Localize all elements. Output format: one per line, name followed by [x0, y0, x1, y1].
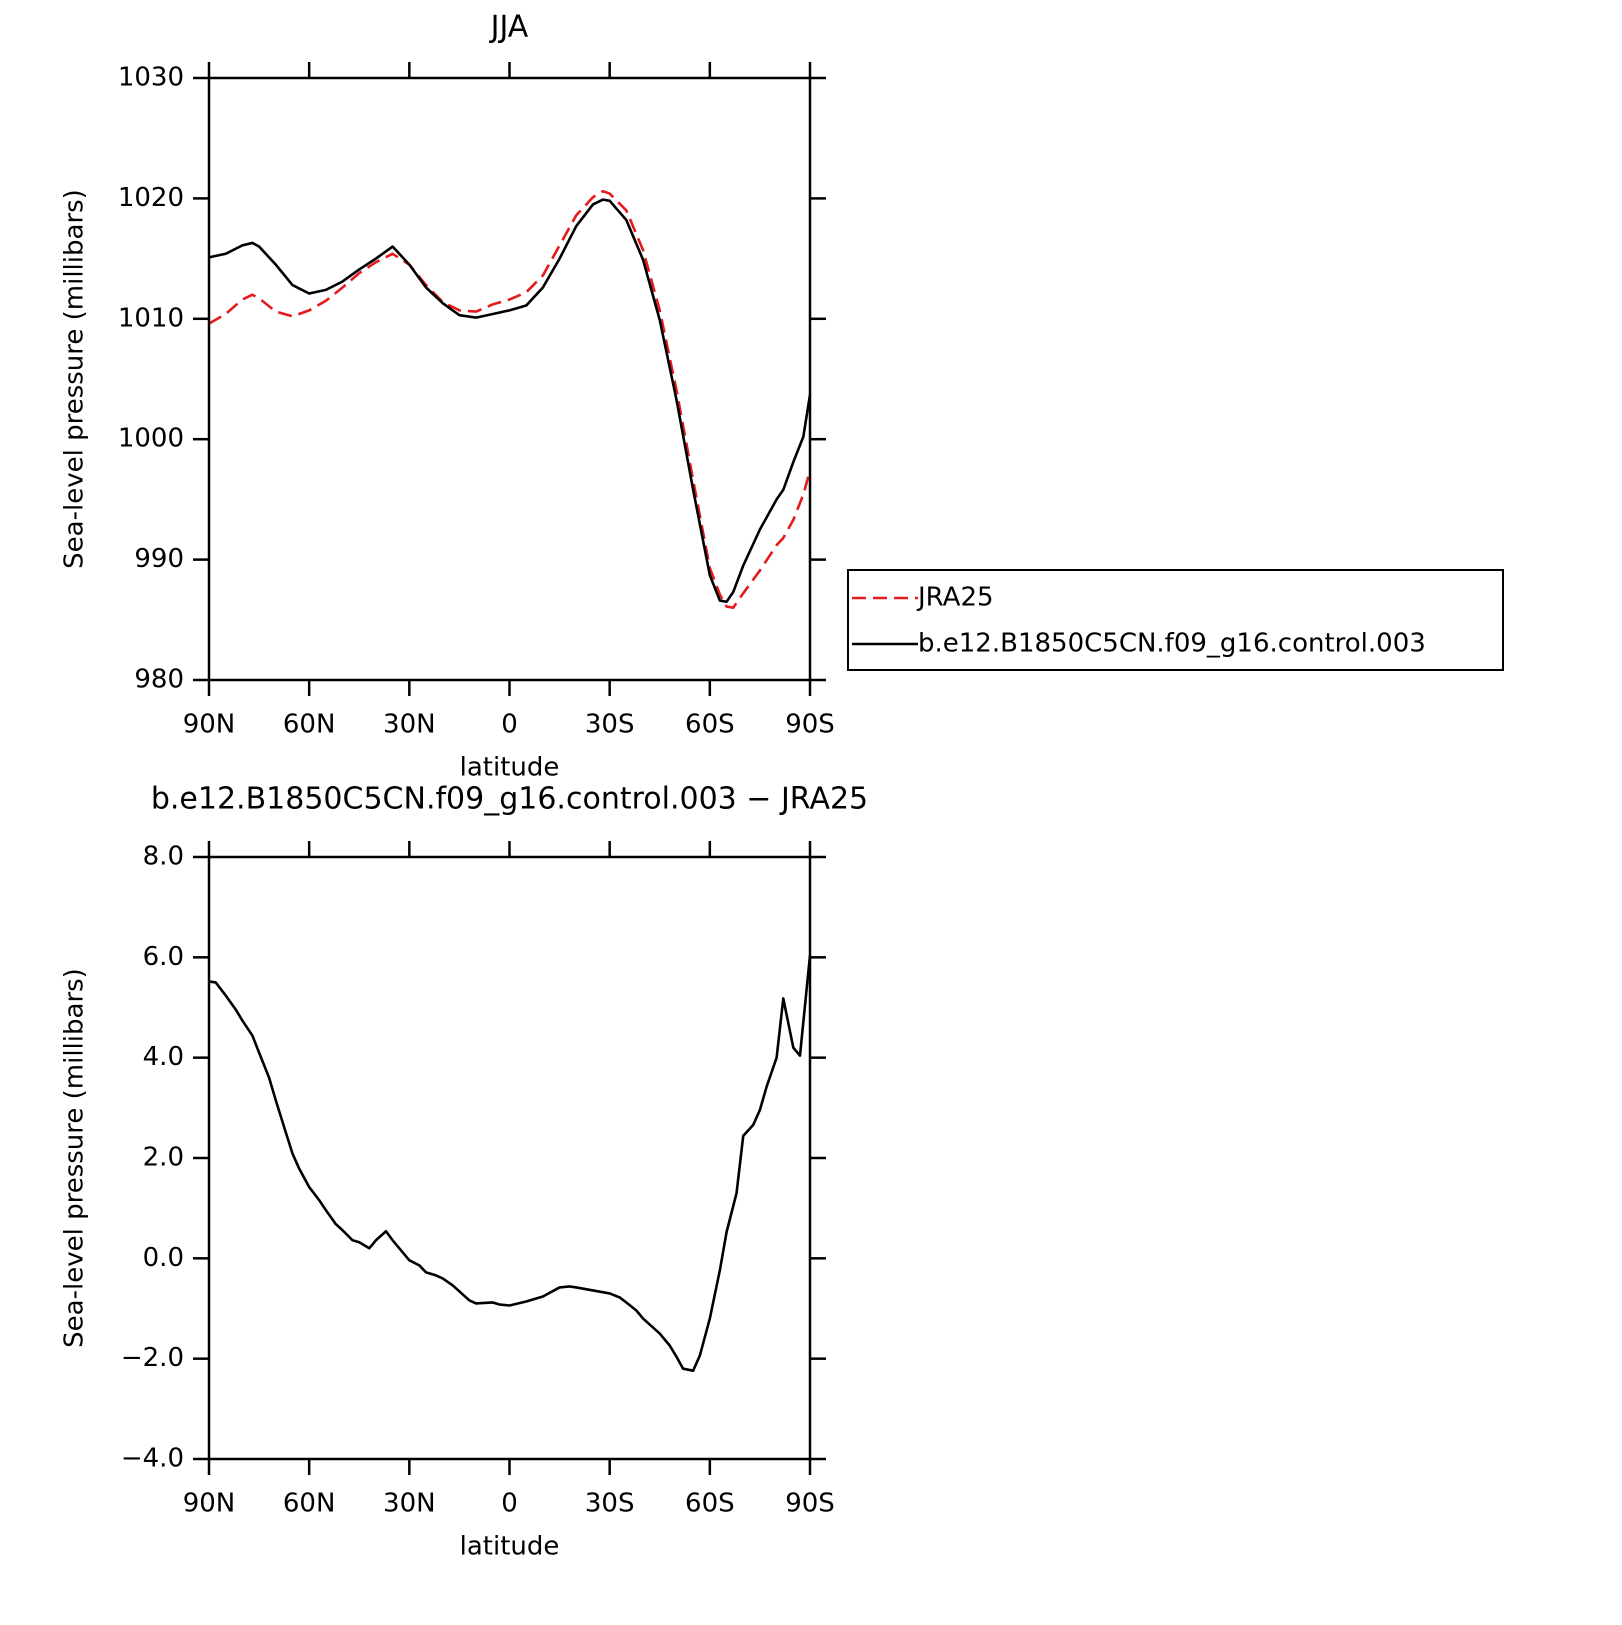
legend-label: b.e12.B1850C5CN.f09_g16.control.003: [918, 629, 1426, 659]
x-tick-label: 30N: [383, 1489, 436, 1519]
series-line: [208, 189, 812, 610]
y-tick-label: 1000: [118, 424, 184, 454]
x-tick-label: 90S: [785, 1489, 835, 1519]
plot-frame: [207, 76, 812, 682]
y-axis-label: Sea-level pressure (millibars): [60, 189, 90, 569]
x-tick-label: 60N: [283, 710, 336, 740]
y-axis-label: Sea-level pressure (millibars): [60, 968, 90, 1348]
legend-label: JRA25: [916, 583, 994, 613]
x-axis-label: latitude: [460, 1532, 560, 1562]
y-tick-label: 2.0: [143, 1143, 184, 1173]
chart-title: b.e12.B1850C5CN.f09_g16.control.003 − JR…: [151, 782, 868, 817]
y-tick-label: 1020: [118, 183, 184, 213]
y-tick-label: 1010: [118, 303, 184, 333]
x-tick-label: 90N: [183, 710, 236, 740]
x-tick-label: 30S: [585, 1489, 635, 1519]
x-tick-label: 60S: [685, 1489, 735, 1519]
y-tick-label: 8.0: [143, 842, 184, 872]
y-tick-label: 1030: [118, 63, 184, 93]
x-tick-label: 90N: [183, 1489, 236, 1519]
legend-box: [847, 569, 1504, 671]
y-tick-label: 0.0: [143, 1243, 184, 1273]
x-tick-label: 60N: [283, 1489, 336, 1519]
y-tick-label: 4.0: [143, 1042, 184, 1072]
x-tick-label: 30N: [383, 710, 436, 740]
series-line: [208, 198, 812, 604]
x-axis-label: latitude: [460, 753, 560, 783]
plot-frame: [207, 855, 812, 1461]
y-tick-label: 990: [134, 544, 184, 574]
x-tick-label: 90S: [785, 710, 835, 740]
x-tick-label: 0: [501, 710, 518, 740]
y-tick-label: 6.0: [143, 942, 184, 972]
x-tick-label: 60S: [685, 710, 735, 740]
y-tick-label: 980: [134, 665, 184, 695]
y-tick-label: −2.0: [121, 1343, 184, 1373]
x-tick-label: 0: [501, 1489, 518, 1519]
x-tick-label: 30S: [585, 710, 635, 740]
y-tick-label: −4.0: [121, 1444, 184, 1474]
chart-title: JJA: [489, 10, 529, 45]
series-line: [208, 955, 812, 1373]
